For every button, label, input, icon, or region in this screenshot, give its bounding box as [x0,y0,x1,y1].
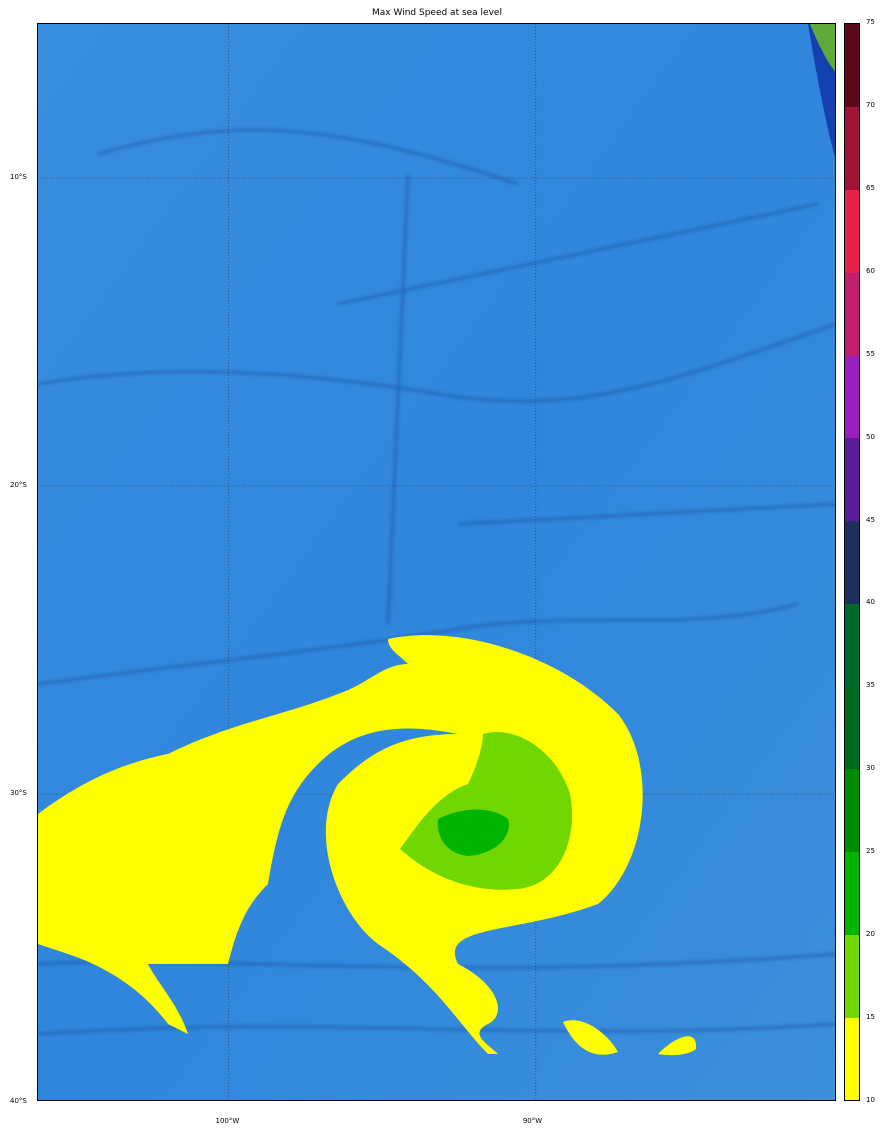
colorbar [844,23,860,1101]
colorbar-tick-label: 25 [866,847,875,856]
colorbar-segment [845,272,859,356]
lon-label: 90°W [522,1117,543,1125]
colorbar-tick-label: 30 [866,764,875,773]
colorbar-tick-label: 50 [866,432,875,441]
colorbar-segment [845,603,859,687]
colorbar-tick-label: 40 [866,598,875,607]
colorbar-segment [845,520,859,604]
colorbar-segment [845,768,859,853]
colorbar-segment [845,686,859,770]
map-title: Max Wind Speed at sea level [372,8,502,18]
map-svg [38,24,835,1100]
colorbar-segment [845,106,859,191]
lon-label: 100°W [215,1117,240,1125]
colorbar-tick-label: 10 [866,1096,875,1104]
colorbar-tick-label: 55 [866,349,875,358]
colorbar-tick-label: 65 [866,183,875,192]
colorbar-segment [845,851,859,935]
colorbar-segment [845,437,859,522]
lat-label: 40°S [10,1097,27,1105]
map-plot-area [37,23,836,1101]
lat-label: 10°S [10,173,27,181]
colorbar-segment [845,24,859,108]
colorbar-tick-label: 35 [866,681,875,690]
colorbar-segment [845,934,859,1018]
lat-label: 30°S [10,789,27,797]
lat-label: 20°S [10,481,27,489]
land-area [810,24,835,72]
colorbar-tick-label: 60 [866,266,875,275]
colorbar-segment [845,355,859,439]
wind-speed-contours [38,635,697,1056]
colorbar-segment [845,1017,859,1101]
colorbar-tick-label: 75 [866,18,875,26]
colorbar-segment [845,189,859,273]
contour-20-25-green [437,809,509,856]
colorbar-tick-label: 70 [866,100,875,109]
colorbar-tick-label: 45 [866,515,875,524]
contour-10-15-yellow-small [563,1020,697,1056]
colorbar-tick-label: 15 [866,1013,875,1022]
colorbar-tick-label: 20 [866,930,875,939]
